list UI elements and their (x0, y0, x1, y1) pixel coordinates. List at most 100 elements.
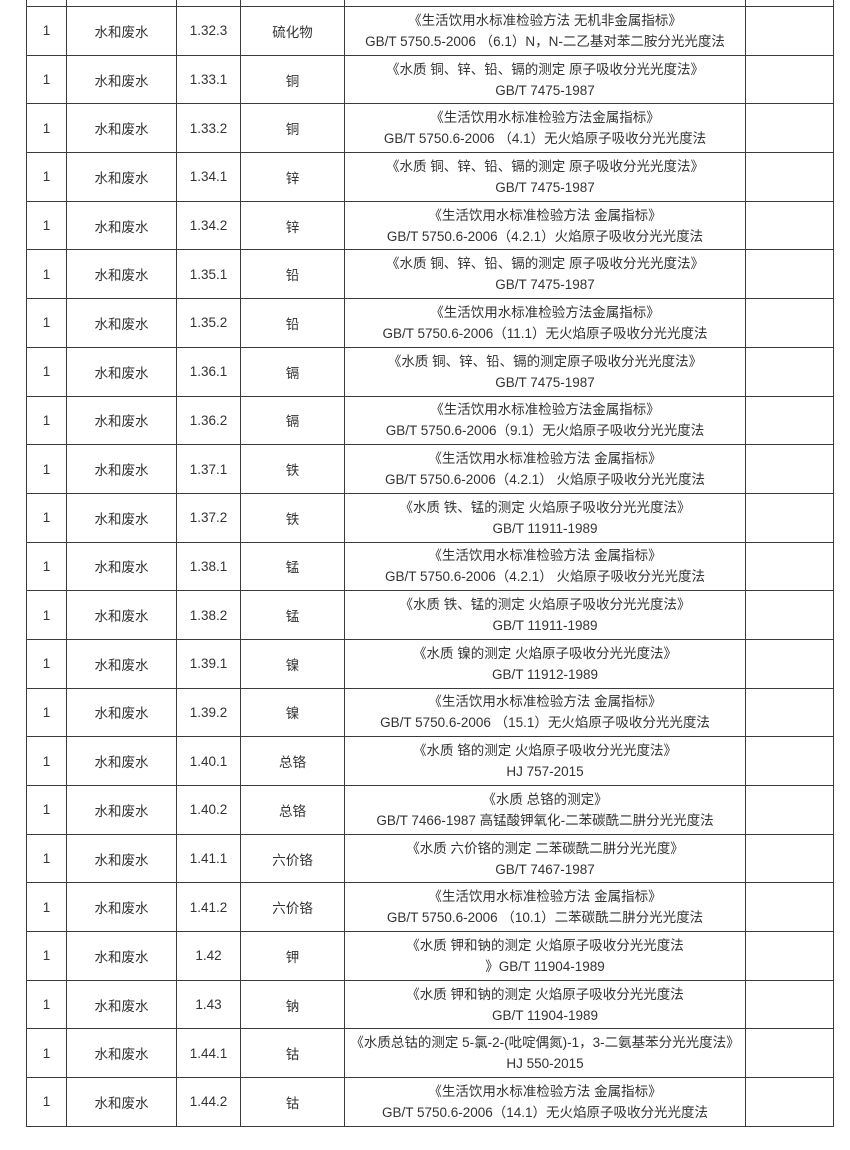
cell-category: 水和废水 (66, 492, 177, 543)
table-row: 1 水和废水 1.39.2 镍 《生活饮用水标准检验方法 金属指标》 GB/T … (26, 687, 834, 738)
cell-method-standard: 《生活饮用水标准检验方法金属指标》 GB/T 5750.6-2006（11.1）… (344, 298, 746, 348)
cell-parameter-name: 铜 (240, 54, 345, 105)
cell-method-standard: 《水质 铜、锌、铅、镉的测定 原子吸收分光光度法》 GB/T 7475-1987 (344, 54, 746, 105)
cell-note (745, 687, 834, 738)
method-standard-line: GB/T 5750.6-2006 （10.1）二苯碳酰二肼分光光度法 (386, 910, 704, 926)
cell-sequence-number: 1 (26, 833, 67, 884)
table-row: 1 水和废水 1.43 钠 《水质 钾和钠的测定 火焰原子吸收分光光度法 GB/… (26, 979, 834, 1030)
cell-method-standard: 《生活饮用水标准检验方法 金属指标》 GB/T 5750.6-2006（4.2.… (344, 444, 746, 494)
cell-category: 水和废水 (66, 931, 177, 981)
cell-parameter-name: 钴 (240, 1077, 345, 1127)
cell-parameter-name: 六价铬 (240, 833, 345, 884)
method-title-line: 《水质 铜、锌、铅、镉的测定原子吸收分光光度法》 (387, 353, 703, 369)
cell-sequence-number: 1 (26, 590, 67, 640)
method-standard-line: GB/T 7475-1987 (495, 277, 595, 293)
cell-note (745, 541, 834, 592)
cell-parameter-name: 钠 (240, 979, 345, 1030)
cell-category: 水和废水 (66, 785, 177, 835)
cell-sequence-number: 1 (26, 444, 67, 494)
table-row: 1 水和废水 1.38.2 锰 《水质 铁、锰的测定 火焰原子吸收分光光度法》 … (26, 590, 834, 640)
cell-parameter-name: 镉 (240, 346, 345, 397)
table-row: 1 水和废水 1.38.1 锰 《生活饮用水标准检验方法 金属指标》 GB/T … (26, 541, 834, 592)
method-standard-line: GB/T 7466-1987 高锰酸钾氧化-二苯碳酰二肼分光光度法 (376, 812, 714, 828)
method-title-line: 《水质 镍的测定 火焰原子吸收分光光度法》 (412, 645, 677, 661)
table-row: 1 水和废水 1.40.2 总铬 《水质 总铬的测定》 GB/T 7466-19… (26, 785, 834, 835)
table-row: 1 水和废水 1.36.2 镉 《生活饮用水标准检验方法金属指标》 GB/T 5… (26, 395, 834, 446)
table-row: 1 水和废水 1.41.1 六价铬 《水质 六价铬的测定 二苯碳酰二肼分光光度》… (26, 833, 834, 884)
cell-item-code: 1.36.2 (176, 395, 241, 446)
cell-parameter-name: 总铬 (240, 736, 345, 786)
cell-sequence-number: 1 (26, 882, 67, 933)
cell-method-standard: 《水质 铜、锌、铅、镉的测定 原子吸收分光光度法》 GB/T 7475-1987 (344, 152, 746, 202)
cell-item-code: 1.40.2 (176, 785, 241, 835)
cell-sequence-number: 1 (26, 152, 67, 202)
cell-parameter-name: 铜 (240, 103, 345, 154)
cell-category: 水和废水 (66, 1077, 177, 1127)
cell-sequence-number: 1 (26, 687, 67, 738)
cell-item-code: 1.33.2 (176, 103, 241, 154)
cell-method-standard: 《水质 钾和钠的测定 火焰原子吸收分光光度法 》GB/T 11904-1989 (344, 931, 746, 981)
table-row: 1 水和废水 1.40.1 总铬 《水质 铬的测定 火焰原子吸收分光光度法》 H… (26, 736, 834, 786)
method-standard-line: GB/T 11912-1989 (491, 666, 599, 682)
method-standard-line: GB/T 5750.6-2006（4.2.1） 火焰原子吸收分光光度法 (384, 472, 706, 488)
method-standard-line: GB/T 5750.6-2006（11.1）无火焰原子吸收分光光度法 (382, 325, 708, 341)
cell-note (745, 638, 834, 689)
method-standard-line: GB/T 5750.6-2006 （15.1）无火焰原子吸收分光光度法 (380, 715, 710, 731)
method-standard-line: GB/T 5750.6-2006 （4.1）无火焰原子吸收分光光度法 (383, 131, 707, 147)
table-row: 1 水和废水 1.44.1 钴 《水质总钴的测定 5-氯-2-(吡啶偶氮)-1，… (26, 1028, 834, 1079)
cell-sequence-number: 1 (26, 736, 67, 786)
cell-method-standard: 《水质 钾和钠的测定 火焰原子吸收分光光度法 GB/T 11904-1989 (344, 979, 746, 1030)
cell-sequence-number: 1 (26, 249, 67, 300)
cell-category: 水和废水 (66, 200, 177, 251)
table-row: 1 水和废水 1.33.1 铜 《水质 铜、锌、铅、镉的测定 原子吸收分光光度法… (26, 54, 834, 105)
cell-sequence-number: 1 (26, 1028, 67, 1079)
method-standard-line: 》GB/T 11904-1989 (485, 958, 605, 974)
cell-parameter-name: 锌 (240, 200, 345, 251)
cell-note (745, 736, 834, 786)
cell-item-code: 1.41.2 (176, 882, 241, 933)
cell-parameter-name: 铅 (240, 298, 345, 348)
method-title-line: 《生活饮用水标准检验方法 金属指标》 (428, 1083, 662, 1099)
table-row: 1 水和废水 1.41.2 六价铬 《生活饮用水标准检验方法 金属指标》 GB/… (26, 882, 834, 933)
table-row: 1 水和废水 1.34.2 锌 《生活饮用水标准检验方法 金属指标》 GB/T … (26, 200, 834, 251)
method-standard-line: GB/T 5750.6-2006（9.1）无火焰原子吸收分光光度法 (385, 423, 705, 439)
cell-parameter-name: 钾 (240, 931, 345, 981)
cell-item-code: 1.39.1 (176, 638, 241, 689)
method-standard-line: GB/T 5750.6-2006（14.1）无火焰原子吸收分光光度法 (381, 1104, 709, 1120)
method-standard-line: GB/T 7467-1987 (495, 861, 595, 877)
cell-parameter-name: 硫化物 (240, 6, 345, 56)
cell-parameter-name: 锰 (240, 590, 345, 640)
cell-item-code: 1.34.1 (176, 152, 241, 202)
cell-sequence-number: 1 (26, 54, 67, 105)
cell-note (745, 395, 834, 446)
method-title-line: 《生活饮用水标准检验方法 金属指标》 (428, 451, 662, 467)
cell-category: 水和废水 (66, 1028, 177, 1079)
cell-parameter-name: 铁 (240, 492, 345, 543)
method-title-line: 《水质总钴的测定 5-氯-2-(吡啶偶氮)-1，3-二氨基苯分光光度法》 (350, 1035, 740, 1051)
cell-note (745, 1077, 834, 1127)
cell-note (745, 492, 834, 543)
cell-category: 水和废水 (66, 833, 177, 884)
cell-note (745, 444, 834, 494)
method-standard-line: GB/T 11911-1989 (492, 618, 598, 634)
cell-item-code: 1.36.1 (176, 346, 241, 397)
cell-note (745, 590, 834, 640)
method-title-line: 《水质 总铬的测定》 (482, 791, 608, 807)
method-title-line: 《水质 铜、锌、铅、镉的测定 原子吸收分光光度法》 (385, 256, 704, 272)
cell-sequence-number: 1 (26, 541, 67, 592)
cell-method-standard: 《生活饮用水标准检验方法 金属指标》 GB/T 5750.6-2006 （10.… (344, 882, 746, 933)
cell-method-standard: 《水质 六价铬的测定 二苯碳酰二肼分光光度》 GB/T 7467-1987 (344, 833, 746, 884)
method-title-line: 《水质 钾和钠的测定 火焰原子吸收分光光度法 (406, 986, 684, 1002)
table-row: 1 水和废水 1.44.2 钴 《生活饮用水标准检验方法 金属指标》 GB/T … (26, 1077, 834, 1127)
cell-note (745, 200, 834, 251)
cell-item-code: 1.34.2 (176, 200, 241, 251)
method-title-line: 《生活饮用水标准检验方法 金属指标》 (428, 207, 662, 223)
cell-note (745, 6, 834, 56)
cell-method-standard: 《水质 镍的测定 火焰原子吸收分光光度法》 GB/T 11912-1989 (344, 638, 746, 689)
cell-category: 水和废水 (66, 444, 177, 494)
cell-method-standard: 《水质 铬的测定 火焰原子吸收分光光度法》 HJ 757-2015 (344, 736, 746, 786)
method-standard-line: GB/T 11911-1989 (492, 520, 598, 536)
table-row: 1 水和废水 1.37.1 铁 《生活饮用水标准检验方法 金属指标》 GB/T … (26, 444, 834, 494)
cell-category: 水和废水 (66, 590, 177, 640)
